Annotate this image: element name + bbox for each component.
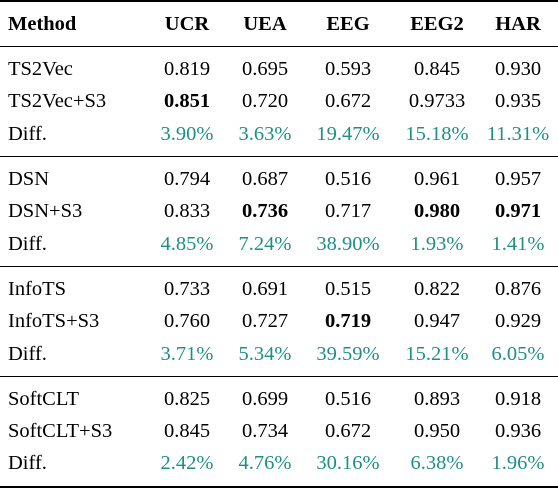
diff-cell: 15.18% <box>405 122 469 145</box>
diff-row: Diff. 3.71% 5.34% 39.59% 15.21% 6.05% <box>0 337 558 376</box>
value-cell: 0.687 <box>241 168 289 191</box>
value-cell: 0.833 <box>163 200 211 223</box>
table-row: DSN+S3 0.833 0.736 0.717 0.980 0.971 <box>0 195 558 227</box>
method-cell: InfoTS+S3 <box>8 310 100 333</box>
diff-cell: 1.96% <box>491 452 545 475</box>
value-cell: 0.930 <box>494 58 542 81</box>
value-cell: 0.516 <box>324 168 372 191</box>
diff-cell: 39.59% <box>316 342 380 365</box>
value-cell: 0.736 <box>241 200 289 223</box>
header-uea: UEA <box>243 13 287 35</box>
table-row: SoftCLT 0.825 0.699 0.516 0.893 0.918 <box>0 376 558 415</box>
value-cell: 0.695 <box>241 58 289 81</box>
diff-cell: 3.71% <box>160 342 214 365</box>
method-cell: TS2Vec+S3 <box>8 90 107 113</box>
diff-cell: 15.21% <box>405 342 469 365</box>
value-cell: 0.918 <box>494 387 542 410</box>
method-cell: SoftCLT+S3 <box>8 420 113 443</box>
diff-cell: 7.24% <box>238 232 292 255</box>
method-cell: TS2Vec <box>8 58 73 81</box>
value-cell: 0.971 <box>494 200 542 223</box>
value-cell: 0.929 <box>494 310 542 333</box>
table-row: InfoTS+S3 0.760 0.727 0.719 0.947 0.929 <box>0 305 558 337</box>
value-cell: 0.593 <box>324 58 372 81</box>
diff-row: Diff. 4.85% 7.24% 38.90% 1.93% 1.41% <box>0 227 558 266</box>
value-cell: 0.719 <box>324 310 372 333</box>
table-body: TS2Vec 0.819 0.695 0.593 0.845 0.930 TS2Vec+S3… <box>0 46 558 487</box>
diff-cell: 11.31% <box>486 122 550 145</box>
header-row: Method UCR UEA EEG EEG2 HAR <box>0 1 558 47</box>
diff-cell: 5.34% <box>238 342 292 365</box>
method-cell: DSN <box>8 168 50 191</box>
header-method: Method <box>8 13 77 35</box>
method-cell: SoftCLT <box>8 387 80 410</box>
diff-cell: 6.05% <box>491 342 545 365</box>
value-cell: 0.720 <box>241 90 289 113</box>
table-row: InfoTS 0.733 0.691 0.515 0.822 0.876 <box>0 266 558 305</box>
table-row: SoftCLT+S3 0.845 0.734 0.672 0.950 0.936 <box>0 415 558 447</box>
diff-row: Diff. 3.90% 3.63% 19.47% 15.18% 11.31% <box>0 118 558 157</box>
value-cell: 0.699 <box>241 387 289 410</box>
value-cell: 0.845 <box>413 58 461 81</box>
method-cell: InfoTS <box>8 277 67 300</box>
diff-cell: 38.90% <box>316 232 380 255</box>
table-row: DSN 0.794 0.687 0.516 0.961 0.957 <box>0 156 558 195</box>
value-cell: 0.733 <box>163 277 211 300</box>
diff-cell: 4.76% <box>238 452 292 475</box>
header-ucr: UCR <box>164 13 210 35</box>
diff-cell: 3.63% <box>238 122 292 145</box>
table-row: TS2Vec 0.819 0.695 0.593 0.845 0.930 <box>0 46 558 86</box>
value-cell: 0.672 <box>324 90 372 113</box>
diff-cell: 1.41% <box>491 232 545 255</box>
value-cell: 0.935 <box>494 90 542 113</box>
value-cell: 0.819 <box>163 58 211 81</box>
value-cell: 0.845 <box>163 420 211 443</box>
value-cell: 0.794 <box>163 168 211 191</box>
value-cell: 0.980 <box>413 200 461 223</box>
diff-cell: 1.93% <box>410 232 464 255</box>
method-cell: Diff. <box>8 232 47 255</box>
diff-cell: 4.85% <box>160 232 214 255</box>
value-cell: 0.672 <box>324 420 372 443</box>
diff-cell: 2.42% <box>160 452 214 475</box>
value-cell: 0.893 <box>413 387 461 410</box>
value-cell: 0.9733 <box>408 90 466 113</box>
value-cell: 0.691 <box>241 277 289 300</box>
header-har: HAR <box>495 13 541 35</box>
value-cell: 0.947 <box>413 310 461 333</box>
method-cell: Diff. <box>8 452 47 475</box>
value-cell: 0.515 <box>324 277 372 300</box>
value-cell: 0.734 <box>241 420 289 443</box>
table-row: TS2Vec+S3 0.851 0.720 0.672 0.9733 0.935 <box>0 85 558 117</box>
diff-cell: 19.47% <box>316 122 380 145</box>
method-cell: Diff. <box>8 342 47 365</box>
value-cell: 0.876 <box>494 277 542 300</box>
value-cell: 0.961 <box>413 168 461 191</box>
method-cell: DSN+S3 <box>8 200 83 223</box>
diff-cell: 6.38% <box>410 452 464 475</box>
diff-row: Diff. 2.42% 4.76% 30.16% 6.38% 1.96% <box>0 447 558 487</box>
value-cell: 0.516 <box>324 387 372 410</box>
value-cell: 0.822 <box>413 277 461 300</box>
header-eeg: EEG <box>326 13 370 35</box>
value-cell: 0.936 <box>494 420 542 443</box>
value-cell: 0.950 <box>413 420 461 443</box>
value-cell: 0.851 <box>163 90 211 113</box>
value-cell: 0.727 <box>241 310 289 333</box>
value-cell: 0.957 <box>494 168 542 191</box>
value-cell: 0.717 <box>324 200 372 223</box>
diff-cell: 3.90% <box>160 122 214 145</box>
diff-cell: 30.16% <box>316 452 380 475</box>
value-cell: 0.825 <box>163 387 211 410</box>
value-cell: 0.760 <box>163 310 211 333</box>
method-cell: Diff. <box>8 122 47 145</box>
header-eeg2: EEG2 <box>410 13 464 35</box>
